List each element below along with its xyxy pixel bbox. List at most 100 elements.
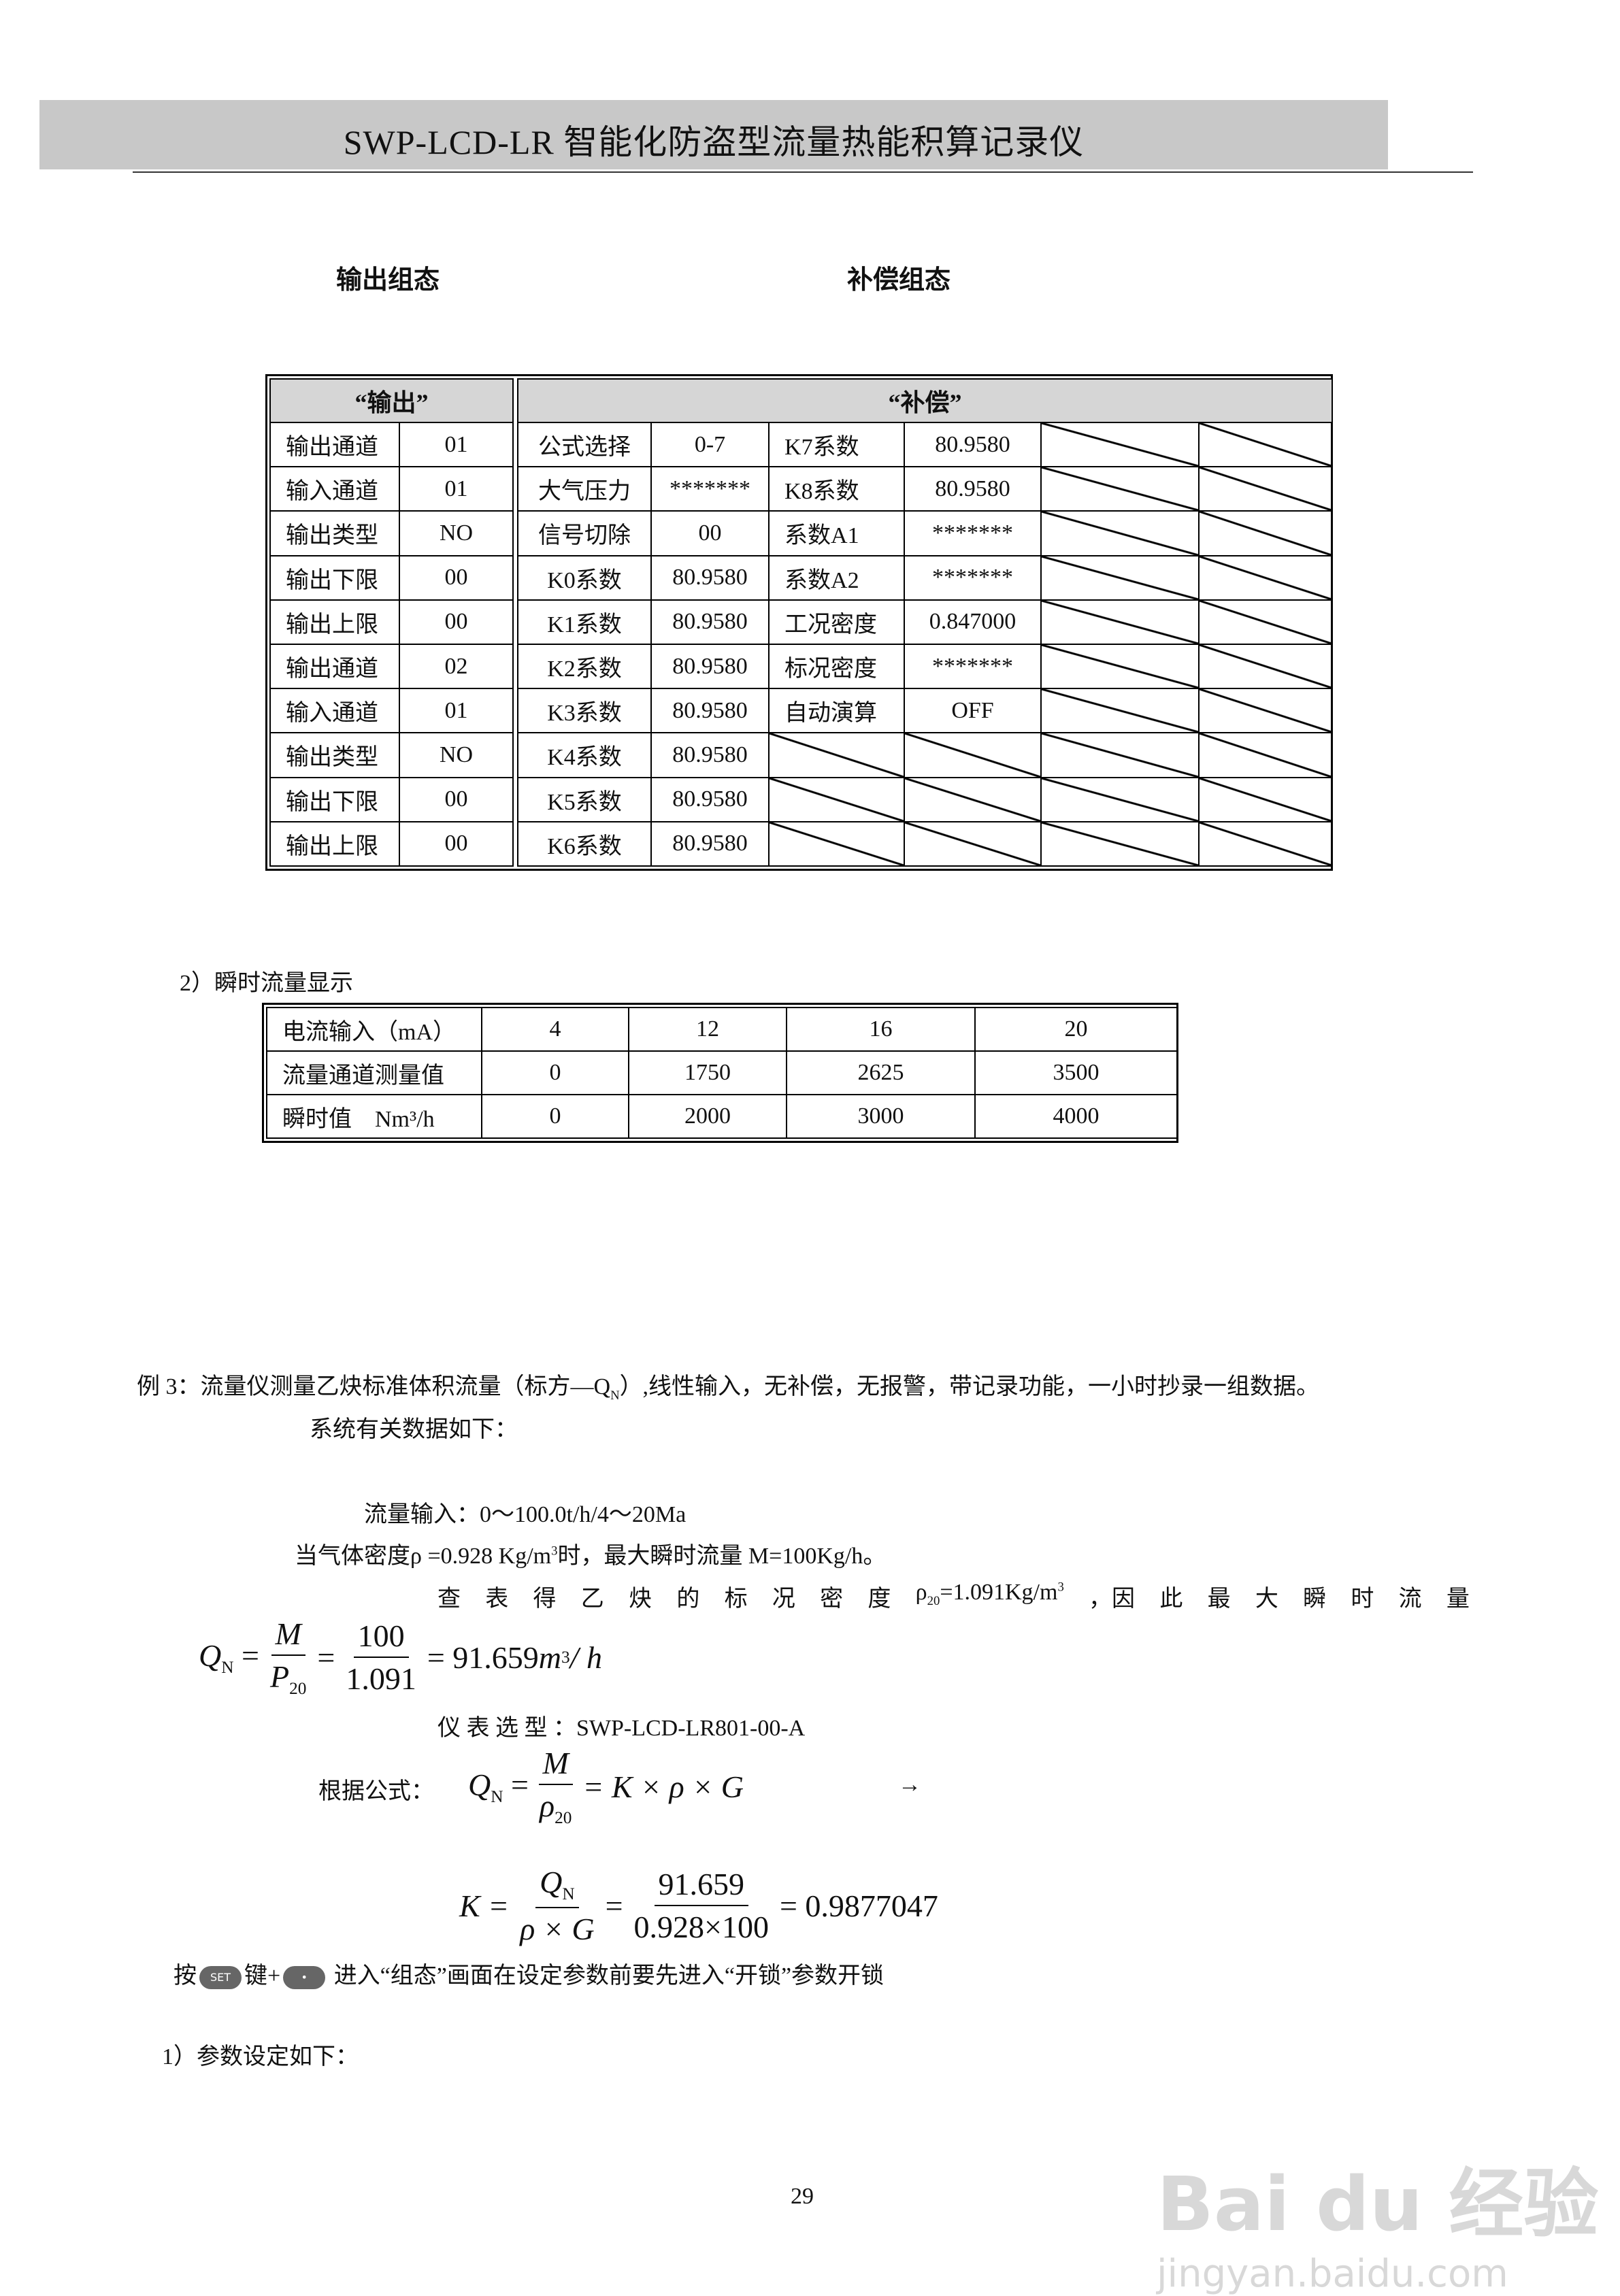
table-row: 输出通道 01 [269, 421, 514, 468]
table-row: K1系数 80.9580 工况密度 0.847000 [517, 599, 1334, 645]
compensation-param: 系数A2 [768, 554, 906, 601]
table-row: 输出通道 02 [269, 643, 514, 690]
rho-unit-sup: 3 [1057, 1580, 1064, 1595]
table-row: K3系数 80.9580 自动演算 OFF [517, 688, 1334, 734]
formula-qn: QN = M P20 = 100 1.091 = 91.659 m 3 / h [199, 1616, 602, 1699]
baidu-watermark: Bai du 经验 jingyan.baidu.com [1157, 2161, 1599, 2296]
params-title: 1）参数设定如下： [162, 2044, 359, 2069]
table-row: K5系数 80.9580 [517, 776, 1334, 822]
empty-cell [904, 776, 1042, 822]
table-row: 输出类型 NO [269, 510, 514, 556]
flow-section-title: 2）瞬时流量显示 [180, 971, 353, 996]
compensation-value: OFF [904, 688, 1042, 734]
output-param: 输出上限 [269, 599, 400, 645]
lookup-word: 时 [1351, 1586, 1374, 1612]
table-row: 输入通道 01 [269, 466, 514, 512]
table-row: 输入通道 01 [269, 688, 514, 734]
lookup-word: 况 [772, 1586, 795, 1612]
lookup-density-line: 查表得乙炔的标况密度 ρ20=1.091Kg/m3 ，因此最大瞬时流量 [437, 1580, 1470, 1613]
output-param: 输出下限 [269, 776, 400, 822]
flow-input-line: 流量输入：0～100.0t/h/4～20Ma [364, 1502, 687, 1527]
output-table: “输出” 输出通道 01 输入通道 01 输出类型 NO 输出下限 00 输出上限 00 输出通道 0… [269, 378, 514, 867]
output-value: 01 [398, 421, 514, 468]
table-row: 输出下限 00 [269, 776, 514, 822]
output-value: 00 [398, 776, 514, 822]
empty-cell [1198, 820, 1334, 867]
compensation-param: K8系数 [768, 466, 906, 512]
compensation-param: K7系数 [768, 421, 906, 468]
flow-value: 3500 [974, 1050, 1178, 1095]
empty-cell [904, 820, 1042, 867]
empty-cell [1198, 554, 1334, 601]
lookup-word: 乙 [580, 1586, 604, 1612]
lookup-word: 度 [867, 1586, 891, 1612]
compensation-param: 系数A1 [768, 510, 906, 556]
compensation-value: ******* [904, 510, 1042, 556]
flow-value: 4000 [974, 1094, 1178, 1139]
table-row: 公式选择 0-7 K7系数 80.9580 [517, 421, 1334, 468]
compensation-param: 信号切除 [517, 510, 652, 556]
empty-cell [1040, 643, 1200, 690]
lookup-word: 量 [1446, 1586, 1470, 1612]
output-param: 输出通道 [269, 421, 400, 468]
flow-value: 0 [481, 1094, 629, 1139]
table-row: K4系数 80.9580 [517, 732, 1334, 778]
compensation-table: “补偿” 公式选择 0-7 K7系数 80.9580 大气压力 ******* K8系数 80… [517, 378, 1334, 867]
model-line: 仪 表 选 型 ：SWP-LCD-LR801-00-A [437, 1716, 806, 1741]
output-value: 00 [398, 599, 514, 645]
empty-cell [1040, 732, 1200, 778]
output-param: 输出类型 [269, 510, 400, 556]
table-row: 输出上限 00 [269, 820, 514, 867]
compensation-value: 0-7 [650, 421, 770, 468]
flow-value: 4 [481, 1007, 629, 1052]
output-value: 01 [398, 466, 514, 512]
table-row: K2系数 80.9580 标况密度 ******* [517, 643, 1334, 690]
compensation-value: ******* [904, 643, 1042, 690]
compensation-param: 大气压力 [517, 466, 652, 512]
flow-row-label: 电流输入（mA） [266, 1007, 482, 1052]
empty-cell [1198, 732, 1334, 778]
output-config-label: 输出组态 [336, 266, 440, 295]
compensation-value: 80.9580 [650, 732, 770, 778]
output-header: “输出” [269, 378, 514, 423]
compensation-param: K4系数 [517, 732, 652, 778]
compensation-param: K6系数 [517, 820, 652, 867]
compensation-param: K2系数 [517, 643, 652, 690]
compensation-param: K1系数 [517, 599, 652, 645]
table-row: 瞬时值 Nm³/h 0 2000 3000 4000 [266, 1094, 1178, 1139]
compensation-param: 工况密度 [768, 599, 906, 645]
rho-symbol: ρ [915, 1580, 927, 1605]
flow-value: 1750 [628, 1050, 787, 1095]
output-value: 00 [398, 820, 514, 867]
density-line: 当气体密度ρ =0.928 Kg/m3时，最大瞬时流量 M=100Kg/h。 [295, 1544, 887, 1569]
output-param: 输出类型 [269, 732, 400, 778]
compensation-value: 80.9580 [650, 776, 770, 822]
empty-cell [1040, 510, 1200, 556]
table-row: 电流输入（mA） 4 12 16 20 [266, 1007, 1178, 1052]
empty-cell [1198, 510, 1334, 556]
output-param: 输出通道 [269, 643, 400, 690]
flow-value: 12 [628, 1007, 787, 1052]
document-title: SWP-LCD-LR 智能化防盗型流量热能积算记录仪 [343, 123, 1085, 161]
flow-value: 3000 [786, 1094, 976, 1139]
table-row: 大气压力 ******* K8系数 80.9580 [517, 466, 1334, 512]
empty-cell [1040, 599, 1200, 645]
table-row: 输出下限 00 [269, 554, 514, 601]
rho-subscript: 20 [927, 1593, 940, 1608]
flow-value: 20 [974, 1007, 1178, 1052]
lookup-word: 密 [820, 1586, 844, 1612]
empty-cell [768, 776, 906, 822]
compensation-value: 00 [650, 510, 770, 556]
compensation-value: 80.9580 [650, 554, 770, 601]
lookup-word: 此 [1159, 1586, 1183, 1612]
flow-table: 电流输入（mA） 4 12 16 20 流量通道测量值 0 1750 2625 3500 瞬时值 N… [262, 1003, 1178, 1143]
config-table: “输出” 输出通道 01 输入通道 01 输出类型 NO 输出下限 00 输出上限 00 输出通道 0… [265, 374, 1334, 871]
empty-cell [1040, 554, 1200, 601]
empty-cell [904, 732, 1042, 778]
compensation-value: 80.9580 [650, 820, 770, 867]
compensation-header: “补偿” [517, 378, 1334, 423]
compensation-value: ******* [650, 466, 770, 512]
empty-cell [1198, 421, 1334, 468]
header-bar: SWP-LCD-LR 智能化防盗型流量热能积算记录仪 [39, 100, 1388, 169]
output-param: 输出下限 [269, 554, 400, 601]
